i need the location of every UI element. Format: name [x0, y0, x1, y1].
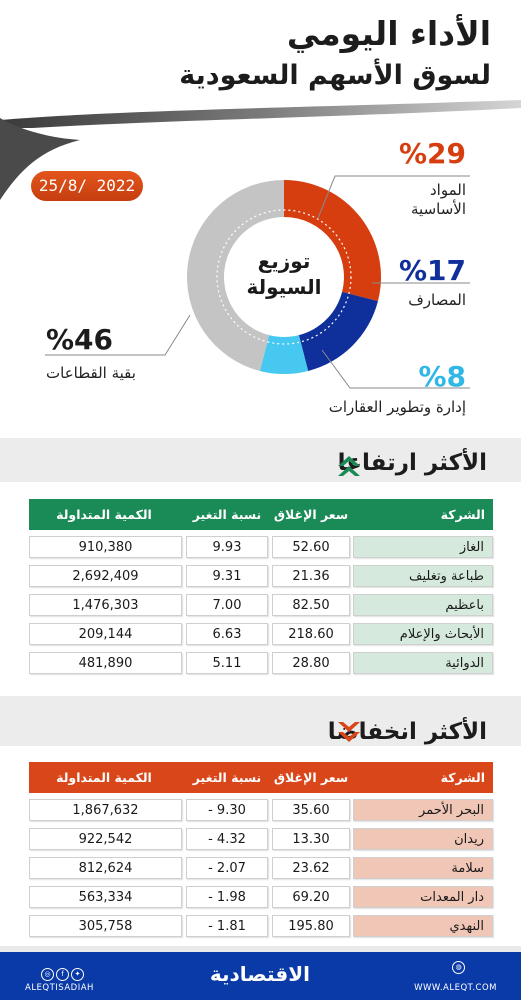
- twitter-icon[interactable]: ✦: [71, 968, 84, 981]
- donut-center-label: توزيع السيولة: [232, 248, 336, 300]
- change-cell: - 2.07: [186, 857, 268, 879]
- table-row: دار المعدات 69.20- 1.98 563,334: [29, 886, 493, 910]
- losers-col-close: سعر الإغلاق: [273, 770, 349, 785]
- volume-cell: 563,334: [29, 886, 182, 908]
- instagram-icon[interactable]: ◎: [41, 968, 54, 981]
- donut-center-line2: السيولة: [246, 275, 322, 299]
- close-cell: 21.36: [272, 565, 350, 587]
- realestate-label: إدارة وتطوير العقارات: [328, 398, 466, 416]
- others-label: بقية القطاعات: [46, 364, 136, 382]
- close-cell: 82.50: [272, 594, 350, 616]
- change-cell: - 1.81: [186, 915, 268, 937]
- gainers-table-header: الشركة سعر الإغلاق نسبة التغير % الكمية …: [29, 499, 493, 553]
- gainers-title: الأكثر ارتفاعا: [337, 450, 487, 476]
- losers-col-volume: الكمية المتداولة: [56, 770, 152, 785]
- close-cell: 13.30: [272, 828, 350, 850]
- leader-line-realestate: [321, 349, 470, 389]
- materials-label-2: الأساسية: [411, 200, 466, 218]
- facebook-icon[interactable]: f: [56, 968, 69, 981]
- materials-pct: %29: [398, 137, 466, 170]
- arrow-up-icon: [338, 456, 360, 476]
- footer-website[interactable]: WWW.ALEQT.COM: [414, 983, 497, 993]
- change-cell: - 1.98: [186, 886, 268, 908]
- donut-slice-banks: [298, 291, 378, 371]
- materials-label-1: المواد: [429, 181, 466, 199]
- footer-social-icons: ◎ f ✦: [41, 961, 86, 981]
- close-cell: 69.20: [272, 886, 350, 908]
- table-row: الدوائية 28.80 5.11 481,890: [29, 652, 493, 676]
- change-cell: 9.31: [186, 565, 268, 587]
- change-cell: 7.00: [186, 594, 268, 616]
- gainers-col-volume: الكمية المتداولة: [56, 507, 152, 522]
- losers-col-company: الشركة: [440, 770, 485, 785]
- realestate-pct: %8: [418, 360, 466, 393]
- donut-slice-materials: [284, 180, 382, 302]
- page-subtitle: لسوق الأسهم السعودية: [179, 60, 491, 91]
- change-cell: 9.93: [186, 536, 268, 558]
- table-row: باعظيم 82.50 7.00 1,476,303: [29, 594, 493, 618]
- donut-slice-realestate: [259, 335, 309, 374]
- leader-line-others: [45, 314, 191, 356]
- volume-cell: 812,624: [29, 857, 182, 879]
- close-cell: 28.80: [272, 652, 350, 674]
- volume-cell: 2,692,409: [29, 565, 182, 587]
- company-cell: الأبحاث والإعلام: [353, 623, 493, 645]
- date-badge: 25/8/ 2022: [31, 171, 143, 201]
- losers-table-header: الشركة سعر الإغلاق نسبة التغير % الكمية …: [29, 762, 493, 816]
- volume-cell: 1,867,632: [29, 799, 182, 821]
- company-cell: ريدان: [353, 828, 493, 850]
- footer-logo: الاقتصادية: [209, 962, 310, 986]
- volume-cell: 305,758: [29, 915, 182, 937]
- company-cell: البحر الأحمر: [353, 799, 493, 821]
- change-cell: - 4.32: [186, 828, 268, 850]
- volume-cell: 922,542: [29, 828, 182, 850]
- table-row: الغاز 52.60 9.93 910,380: [29, 536, 493, 560]
- gainers-col-close: سعر الإغلاق: [273, 507, 349, 522]
- change-cell: 5.11: [186, 652, 268, 674]
- gainers-col-company: الشركة: [440, 507, 485, 522]
- close-cell: 218.60: [272, 623, 350, 645]
- table-row: النهدي 195.80- 1.81 305,758: [29, 915, 493, 939]
- company-cell: الغاز: [353, 536, 493, 558]
- page-title: الأداء اليومي: [286, 14, 491, 53]
- others-pct: %46: [46, 323, 114, 356]
- globe-icon[interactable]: ◍: [452, 961, 465, 974]
- close-cell: 52.60: [272, 536, 350, 558]
- donut-center-line1: توزيع: [257, 249, 311, 273]
- table-row: ريدان 13.30- 4.32 922,542: [29, 828, 493, 852]
- company-cell: النهدي: [353, 915, 493, 937]
- change-cell: 6.63: [186, 623, 268, 645]
- volume-cell: 209,144: [29, 623, 182, 645]
- header-swoosh-overlay: [0, 108, 521, 220]
- losers-title-band: [0, 696, 521, 746]
- volume-cell: 1,476,303: [29, 594, 182, 616]
- company-cell: دار المعدات: [353, 886, 493, 908]
- close-cell: 195.80: [272, 915, 350, 937]
- close-cell: 35.60: [272, 799, 350, 821]
- footer-handle[interactable]: ALEQTISADIAH: [25, 983, 94, 993]
- table-row: الأبحاث والإعلام 218.60 6.63 209,144: [29, 623, 493, 647]
- donut-inner-dotted-ring: [216, 209, 352, 345]
- company-cell: سلامة: [353, 857, 493, 879]
- company-cell: طباعة وتغليف: [353, 565, 493, 587]
- table-row: البحر الأحمر 35.60- 9.30 1,867,632: [29, 799, 493, 823]
- banks-pct: %17: [398, 254, 466, 287]
- gainers-title-band: [0, 438, 521, 482]
- banks-label: المصارف: [408, 291, 466, 309]
- footer: ◎ f ✦ ALEQTISADIAH الاقتصادية ◍ WWW.ALEQT.…: [0, 952, 521, 1000]
- volume-cell: 481,890: [29, 652, 182, 674]
- table-row: سلامة 23.62- 2.07 812,624: [29, 857, 493, 881]
- table-row: طباعة وتغليف 21.36 9.31 2,692,409: [29, 565, 493, 589]
- volume-cell: 910,380: [29, 536, 182, 558]
- liquidity-donut-chart: [45, 175, 470, 389]
- company-cell: الدوائية: [353, 652, 493, 674]
- close-cell: 23.62: [272, 857, 350, 879]
- change-cell: - 9.30: [186, 799, 268, 821]
- company-cell: باعظيم: [353, 594, 493, 616]
- leader-line-materials: [317, 175, 470, 219]
- arrow-down-icon: [338, 722, 360, 742]
- donut-slice-others: [187, 180, 284, 371]
